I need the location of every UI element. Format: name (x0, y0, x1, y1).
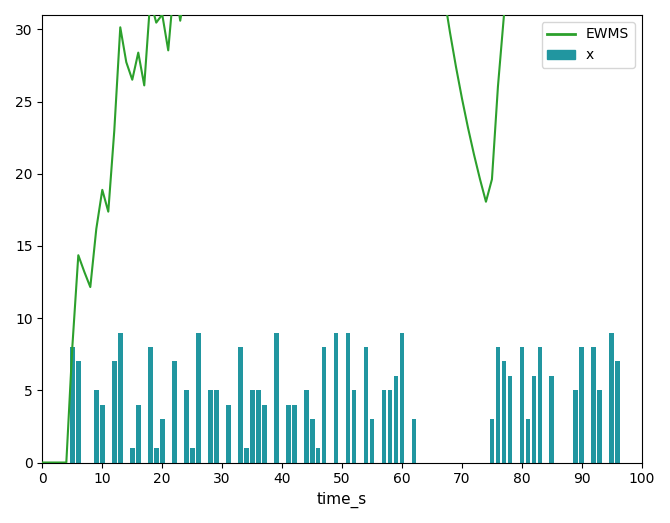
Bar (208, 390, 212, 462)
Bar (190, 448, 194, 462)
Bar (226, 405, 230, 462)
Bar (285, 405, 291, 462)
Bar (382, 390, 387, 462)
Bar (244, 448, 249, 462)
Bar (346, 333, 350, 462)
Bar (388, 390, 393, 462)
Bar (112, 361, 117, 462)
Bar (310, 419, 314, 462)
Bar (118, 333, 123, 462)
Legend: EWMS, x: EWMS, x (541, 22, 635, 68)
Bar (274, 333, 279, 462)
Bar (76, 361, 80, 462)
Bar (574, 390, 578, 462)
Bar (172, 361, 177, 462)
Bar (214, 390, 218, 462)
Bar (519, 347, 525, 462)
Bar (291, 405, 297, 462)
Bar (490, 419, 494, 462)
Bar (70, 347, 75, 462)
Bar (238, 347, 243, 462)
Bar (136, 405, 141, 462)
Bar (130, 448, 135, 462)
Bar (316, 448, 320, 462)
Bar (184, 390, 189, 462)
Bar (549, 376, 554, 462)
Bar (502, 361, 507, 462)
Bar (364, 347, 368, 462)
Bar (100, 405, 105, 462)
Bar (580, 347, 584, 462)
Bar (592, 347, 596, 462)
Bar (196, 333, 200, 462)
Bar (399, 333, 405, 462)
Bar (525, 419, 531, 462)
Bar (411, 419, 417, 462)
X-axis label: time_s: time_s (317, 492, 367, 508)
Bar (496, 347, 500, 462)
Bar (262, 405, 267, 462)
Bar (256, 390, 261, 462)
Bar (394, 376, 399, 462)
Bar (352, 390, 356, 462)
Bar (94, 390, 98, 462)
Bar (250, 390, 255, 462)
Bar (508, 376, 513, 462)
Bar (154, 448, 159, 462)
Bar (531, 376, 536, 462)
Bar (322, 347, 326, 462)
Bar (334, 333, 338, 462)
Bar (160, 419, 165, 462)
Bar (370, 419, 375, 462)
Bar (304, 390, 308, 462)
Bar (148, 347, 153, 462)
Bar (537, 347, 542, 462)
Bar (610, 333, 614, 462)
Bar (598, 390, 602, 462)
Bar (616, 361, 620, 462)
